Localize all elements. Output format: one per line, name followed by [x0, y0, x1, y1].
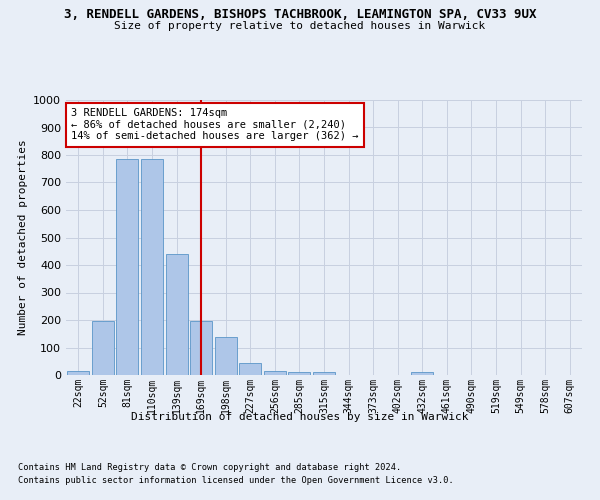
Bar	[411, 372, 433, 375]
Bar	[67, 371, 89, 375]
Text: Size of property relative to detached houses in Warwick: Size of property relative to detached ho…	[115, 21, 485, 31]
Text: Contains HM Land Registry data © Crown copyright and database right 2024.: Contains HM Land Registry data © Crown c…	[18, 462, 401, 471]
Text: 3 RENDELL GARDENS: 174sqm
← 86% of detached houses are smaller (2,240)
14% of se: 3 RENDELL GARDENS: 174sqm ← 86% of detac…	[71, 108, 359, 142]
Bar	[264, 371, 286, 375]
Bar	[190, 322, 212, 375]
Bar	[166, 254, 188, 375]
Bar	[116, 159, 139, 375]
Y-axis label: Number of detached properties: Number of detached properties	[17, 140, 28, 336]
Bar	[313, 372, 335, 375]
Bar	[92, 322, 114, 375]
Bar	[239, 362, 262, 375]
Text: 3, RENDELL GARDENS, BISHOPS TACHBROOK, LEAMINGTON SPA, CV33 9UX: 3, RENDELL GARDENS, BISHOPS TACHBROOK, L…	[64, 8, 536, 20]
Bar	[289, 372, 310, 375]
Text: Contains public sector information licensed under the Open Government Licence v3: Contains public sector information licen…	[18, 476, 454, 485]
Bar	[215, 336, 237, 375]
Text: Distribution of detached houses by size in Warwick: Distribution of detached houses by size …	[131, 412, 469, 422]
Bar	[141, 159, 163, 375]
